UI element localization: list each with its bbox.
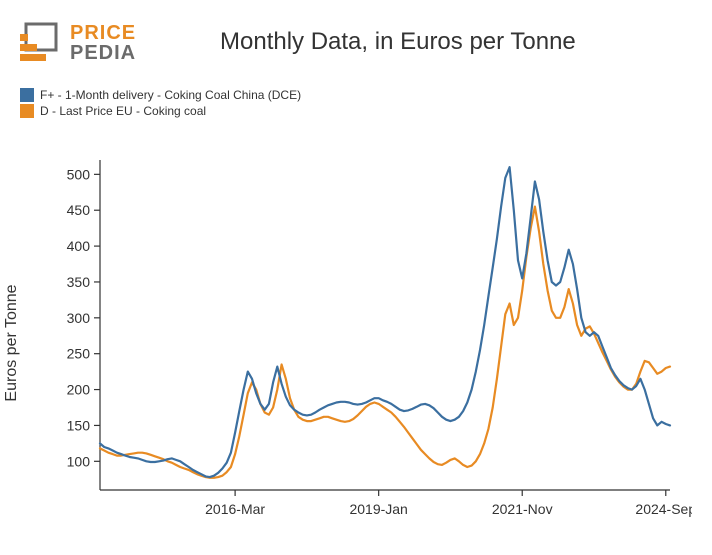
chart-title: Monthly Data, in Euros per Tonne — [220, 28, 692, 56]
svg-text:200: 200 — [67, 382, 91, 398]
svg-text:2024-Sep: 2024-Sep — [635, 501, 692, 517]
logo-mark — [20, 20, 62, 66]
logo-word-2: PEDIA — [70, 43, 136, 63]
svg-text:2016-Mar: 2016-Mar — [205, 501, 265, 517]
svg-text:150: 150 — [67, 417, 91, 433]
legend-swatch-1 — [20, 88, 34, 102]
svg-text:2019-Jan: 2019-Jan — [349, 501, 407, 517]
logo: PRICE PEDIA — [20, 20, 136, 66]
svg-text:400: 400 — [67, 238, 91, 254]
chart-area: Euros per Tonne 100150200250300350400450… — [20, 150, 692, 535]
svg-text:500: 500 — [67, 166, 91, 182]
svg-text:2021-Nov: 2021-Nov — [492, 501, 553, 517]
legend-label-1: F+ - 1-Month delivery - Coking Coal Chin… — [40, 88, 301, 102]
legend-item-1: F+ - 1-Month delivery - Coking Coal Chin… — [20, 88, 301, 102]
chart-svg: 100 150 200 250 300 350 400 450 500 2016-Mar 2019-… — [20, 150, 692, 535]
logo-text: PRICE PEDIA — [70, 23, 136, 63]
legend-swatch-2 — [20, 104, 34, 118]
svg-text:350: 350 — [67, 274, 91, 290]
svg-text:250: 250 — [67, 346, 91, 362]
svg-text:450: 450 — [67, 202, 91, 218]
legend-label-2: D - Last Price EU - Coking coal — [40, 104, 206, 118]
logo-word-1: PRICE — [70, 23, 136, 43]
legend: F+ - 1-Month delivery - Coking Coal Chin… — [20, 88, 301, 120]
svg-text:300: 300 — [67, 310, 91, 326]
svg-text:100: 100 — [67, 453, 91, 469]
legend-item-2: D - Last Price EU - Coking coal — [20, 104, 301, 118]
y-axis-label: Euros per Tonne — [3, 284, 21, 401]
